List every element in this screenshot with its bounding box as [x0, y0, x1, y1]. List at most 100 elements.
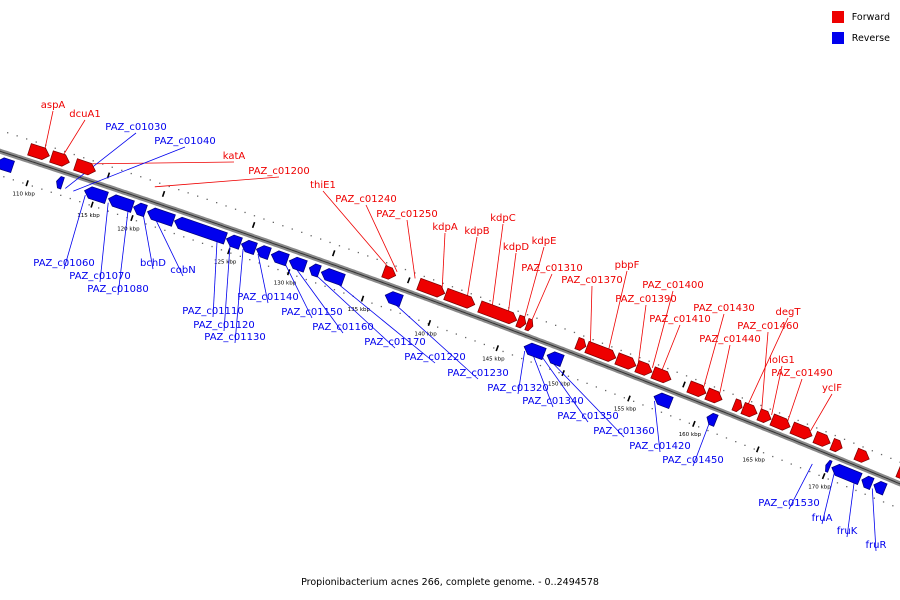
track-dot	[583, 335, 585, 337]
gene-label: PAZ_c01530	[758, 498, 819, 509]
track-dot	[809, 470, 811, 473]
track-dot	[451, 286, 454, 288]
track-dot	[386, 262, 388, 264]
track-dot	[7, 132, 9, 134]
track-dot	[333, 289, 336, 291]
track-dot	[642, 404, 644, 406]
gene-label: PAZ_c01340	[522, 396, 583, 407]
reverse-gene	[240, 239, 258, 256]
genome-backbone	[0, 148, 900, 487]
track-dot	[357, 251, 359, 254]
gene-label: fruA	[812, 513, 833, 524]
track-dot	[315, 282, 317, 284]
scale-tick-label: 155 kbp	[614, 407, 637, 413]
track-dot	[253, 215, 256, 217]
scale-tick-label: 165 kbp	[742, 458, 765, 464]
track-dot	[862, 446, 864, 448]
track-dot	[623, 397, 625, 399]
legend-reverse: Reverse	[831, 30, 890, 46]
forward-gene	[650, 366, 672, 384]
track-dot	[54, 147, 56, 149]
track-dot	[667, 367, 669, 370]
track-dot	[423, 275, 425, 278]
track-dot	[790, 463, 792, 465]
reverse-gene	[270, 250, 290, 267]
gene-label: yclF	[822, 383, 842, 394]
track-dot	[892, 505, 894, 507]
track-dot	[130, 172, 132, 175]
scale-tick-label: 135 kbp	[348, 307, 371, 313]
gene-label: PAZ_c01120	[193, 320, 254, 331]
gene-label: aspA	[41, 100, 66, 111]
track-dot	[404, 268, 407, 271]
forward-gene	[731, 398, 743, 413]
track-dot	[836, 482, 839, 484]
leader-line	[661, 324, 681, 372]
reverse-swatch	[831, 32, 844, 44]
track-dot	[732, 393, 734, 395]
track-dot	[50, 191, 52, 193]
track-dot	[470, 293, 472, 295]
gene-features	[0, 143, 900, 496]
leader-line	[154, 218, 184, 277]
track-dot	[399, 312, 401, 314]
scale-tick-label: 110 kbp	[12, 192, 35, 198]
backbone-line	[0, 150, 900, 485]
track-dot	[864, 493, 866, 495]
track-dot	[230, 252, 232, 254]
gene-label: PAZ_c01170	[364, 337, 425, 348]
forward-gene	[73, 158, 96, 176]
gene-label: PAZ_c01230	[447, 368, 508, 379]
track-dot	[846, 486, 848, 488]
track-dot	[418, 319, 420, 321]
legend: Forward Reverse	[831, 9, 890, 51]
track-dot	[530, 361, 532, 363]
track-dot	[427, 323, 429, 325]
scale-tick-mark	[692, 420, 696, 427]
scale-tick-label: 125 kbp	[214, 260, 237, 266]
gene-label: PAZ_c01420	[629, 441, 690, 452]
track-dot	[882, 501, 885, 503]
track-dot	[41, 188, 43, 190]
track-dot	[201, 242, 204, 244]
track-dot	[329, 241, 331, 244]
legend-forward: Forward	[831, 9, 890, 25]
track-dot	[620, 349, 622, 352]
gene-label: PAZ_c01080	[87, 284, 148, 295]
reverse-gene	[255, 245, 272, 260]
track-dot	[633, 400, 635, 402]
gene-label: PAZ_c01320	[487, 383, 548, 394]
gene-label: PAZ_c01460	[737, 321, 798, 332]
leader-line	[719, 344, 731, 395]
track-dot	[159, 182, 161, 184]
track-dot	[474, 340, 476, 342]
track-dot	[536, 317, 538, 319]
track-dot	[249, 259, 251, 261]
leader-line	[65, 132, 137, 189]
track-dot	[206, 198, 208, 200]
track-dot	[455, 333, 457, 335]
leader-line	[117, 209, 129, 296]
track-dot	[723, 389, 725, 392]
track-dot	[461, 289, 463, 291]
gene-label: PAZ_c01360	[593, 426, 654, 437]
track-dot	[433, 279, 435, 281]
leader-line	[86, 161, 235, 165]
reverse-gene	[861, 475, 875, 491]
track-dot	[539, 364, 542, 367]
track-dot	[135, 220, 138, 222]
forward-gene	[477, 300, 518, 325]
track-dot	[676, 371, 678, 373]
track-dot	[35, 141, 37, 143]
track-dot	[778, 412, 781, 414]
track-dot	[310, 235, 312, 237]
track-dot	[178, 189, 180, 191]
leader-line	[608, 270, 628, 351]
leader-line	[846, 481, 855, 538]
track-dot	[502, 350, 504, 353]
track-dot	[395, 265, 397, 267]
track-dot	[586, 382, 588, 384]
leader-line	[257, 254, 269, 304]
track-dot	[797, 419, 799, 422]
